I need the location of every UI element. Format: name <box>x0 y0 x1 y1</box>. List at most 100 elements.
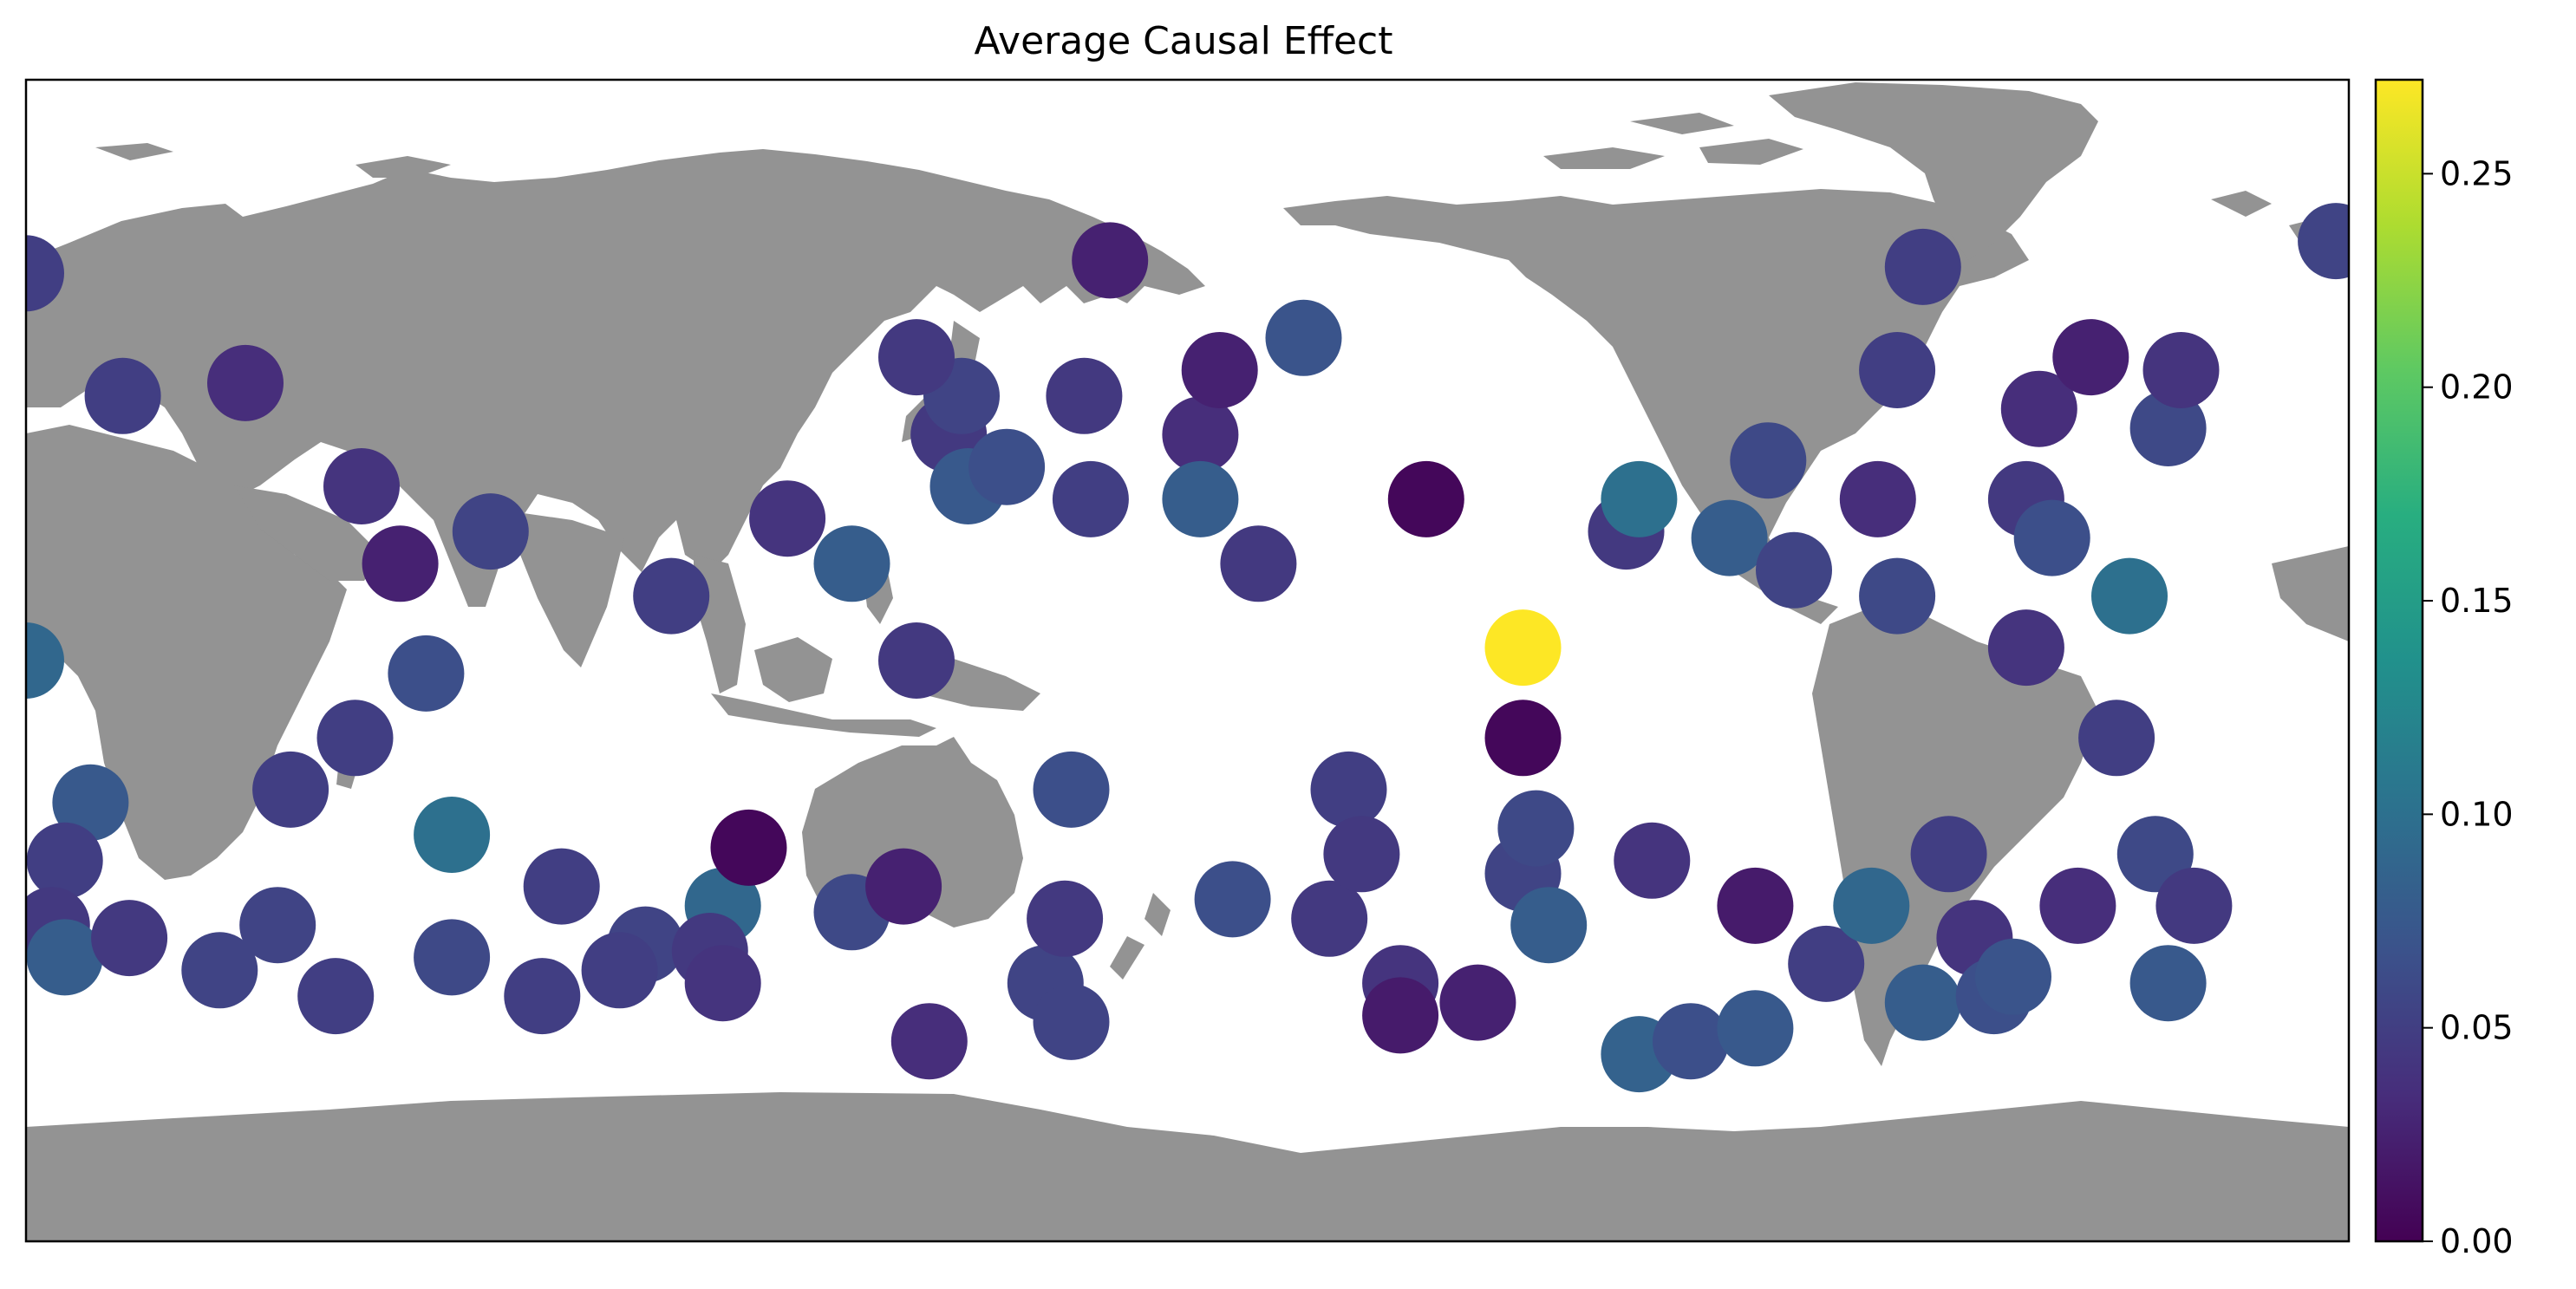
colorbar-tick-label: 0.10 <box>2440 795 2514 833</box>
data-point <box>2052 319 2129 396</box>
data-point <box>710 809 787 886</box>
data-point <box>239 887 316 964</box>
data-point <box>1181 332 1258 408</box>
data-point <box>2129 390 2207 466</box>
data-point <box>297 958 375 1035</box>
data-point <box>2298 203 2349 280</box>
data-point <box>1788 925 1865 1002</box>
data-point <box>84 357 161 434</box>
data-point <box>52 764 129 841</box>
data-point <box>1162 460 1239 537</box>
colorbar-tick-label: 0.25 <box>2440 154 2514 192</box>
data-point <box>633 557 710 635</box>
data-point <box>1717 867 1794 944</box>
data-point <box>1265 299 1342 376</box>
data-point <box>414 919 491 996</box>
data-point <box>890 1003 968 1080</box>
land-masses <box>26 82 2349 1241</box>
data-point <box>1691 499 1768 576</box>
data-point <box>2091 557 2168 635</box>
greenland-landmass <box>1769 82 2098 260</box>
data-point <box>1497 790 1575 867</box>
data-point <box>1033 751 1110 828</box>
data-point <box>1291 880 1368 957</box>
data-point <box>523 848 600 925</box>
data-point <box>1884 228 1961 305</box>
data-point <box>388 635 465 712</box>
data-point <box>1859 332 1936 408</box>
data-point <box>1362 977 1439 1054</box>
data-point <box>1439 964 1516 1041</box>
data-point <box>323 448 400 524</box>
data-point <box>1859 557 1936 635</box>
data-point <box>414 797 491 873</box>
data-point <box>1484 609 1562 687</box>
data-point <box>1052 460 1129 537</box>
colorbar-tick-label: 0.05 <box>2440 1009 2514 1047</box>
data-point <box>1510 887 1588 964</box>
data-point <box>878 319 955 396</box>
data-point <box>1730 422 1807 499</box>
data-point <box>1027 880 1104 957</box>
north-america-landmass <box>1283 189 2029 624</box>
antarctica-landmass <box>26 1092 2349 1241</box>
colorbar <box>2374 78 2424 1243</box>
data-point <box>1194 861 1271 938</box>
data-point <box>1162 396 1239 473</box>
data-point <box>2013 499 2090 576</box>
data-point <box>2078 700 2155 777</box>
data-point <box>1323 816 1400 893</box>
colorbar-tick-label: 0.00 <box>2440 1222 2514 1260</box>
data-point <box>813 525 890 602</box>
data-point <box>1614 822 1691 899</box>
data-point <box>1833 867 1910 944</box>
data-point <box>1987 609 2064 687</box>
data-point <box>1756 531 1832 609</box>
data-point <box>26 622 64 699</box>
data-point <box>1220 525 1297 602</box>
data-point <box>2129 945 2207 1022</box>
data-point <box>1046 357 1123 434</box>
data-point <box>1839 460 1916 537</box>
data-point <box>504 958 581 1035</box>
data-point <box>1072 222 1149 299</box>
data-point <box>1387 460 1464 537</box>
map-frame <box>24 78 2351 1243</box>
data-point <box>2155 867 2233 944</box>
data-point <box>316 700 394 777</box>
data-point <box>1975 938 2051 1015</box>
data-point <box>1910 816 1987 893</box>
data-point <box>181 932 258 1009</box>
data-point <box>2000 370 2077 447</box>
data-point <box>252 751 329 828</box>
data-point <box>1484 700 1562 777</box>
data-point <box>1884 964 1961 1041</box>
colorbar-tick-label: 0.15 <box>2440 582 2514 620</box>
colorbar-tick-label: 0.20 <box>2440 368 2514 407</box>
data-point <box>207 344 284 421</box>
data-point <box>1653 1003 1729 1080</box>
data-point <box>362 525 439 602</box>
colorbar-ticks: 0.00 0.05 0.10 0.15 0.20 0.25 <box>2423 154 2514 1260</box>
data-point <box>1601 460 1678 537</box>
data-point <box>452 493 529 570</box>
data-point <box>684 945 761 1022</box>
eurasia-landmass <box>26 149 1205 607</box>
data-point <box>2039 867 2116 944</box>
data-point <box>865 848 942 925</box>
data-point <box>749 480 826 557</box>
data-point <box>968 428 1046 505</box>
data-point <box>26 822 103 899</box>
scatter-points <box>26 203 2349 1093</box>
data-point <box>26 919 103 996</box>
data-point <box>91 900 168 977</box>
data-point <box>878 622 955 699</box>
data-point <box>1717 990 1794 1067</box>
data-point <box>1033 983 1110 1060</box>
chart-title: Average Causal Effect <box>975 19 1393 63</box>
data-point <box>581 932 658 1009</box>
data-point <box>26 235 64 312</box>
data-point <box>2142 332 2220 408</box>
data-point <box>1310 751 1387 828</box>
